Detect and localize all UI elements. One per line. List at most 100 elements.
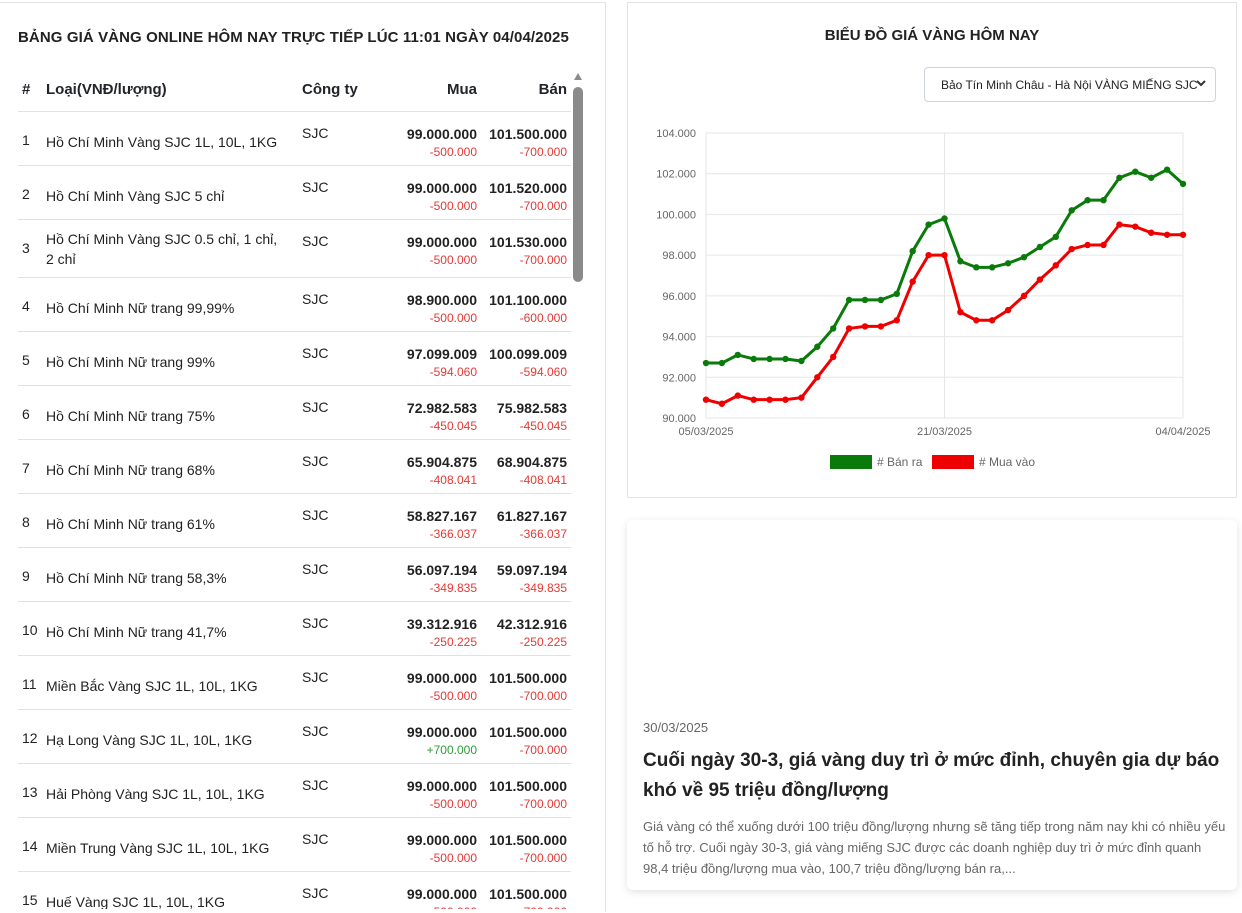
y-tick-label: 102.000 (656, 169, 696, 181)
row-gold-type: Hồ Chí Minh Nữ trang 99,99% (46, 300, 235, 316)
data-point (877, 296, 885, 304)
sell-change: -408.041 (519, 473, 567, 487)
buy-change: -250.225 (429, 635, 477, 649)
row-company: SJC (302, 345, 329, 361)
sell-price: 101.500.000 (489, 670, 567, 686)
row-company: SJC (302, 399, 329, 415)
data-point (1116, 221, 1123, 228)
row-company: SJC (302, 669, 329, 685)
table-scrollbar[interactable] (573, 73, 583, 913)
table-body: 1 Hồ Chí Minh Vàng SJC 1L, 10L, 1KG SJC 99.… (18, 112, 571, 909)
scroll-thumb[interactable] (573, 87, 583, 282)
row-gold-type: Hạ Long Vàng SJC 1L, 10L, 1KG (46, 732, 253, 748)
data-point (909, 247, 916, 255)
row-buy-cell: 72.982.583 -450.045 (407, 399, 477, 435)
sell-price: 61.827.167 (496, 508, 567, 524)
buy-change: -500.000 (429, 851, 477, 865)
table-row: 10 Hồ Chí Minh Nữ trang 41,7% SJC 39.312.91… (18, 602, 571, 656)
buy-change: -450.045 (429, 419, 477, 433)
sell-price: 101.500.000 (489, 724, 567, 740)
data-point (925, 221, 932, 228)
data-point (702, 396, 710, 403)
sell-change: -700.000 (519, 145, 567, 159)
sell-price: 42.312.916 (496, 616, 567, 632)
row-buy-cell: 99.000.000 -500.000 (407, 831, 477, 867)
header-num: # (22, 81, 31, 98)
data-point (845, 296, 853, 304)
buy-change: -500.000 (429, 797, 477, 811)
chevron-down-icon (1196, 80, 1206, 87)
row-gold-type: Hồ Chí Minh Nữ trang 99% (46, 354, 215, 370)
data-point (957, 308, 964, 316)
buy-change: +700.000 (426, 743, 477, 757)
sell-price: 75.982.583 (496, 400, 567, 416)
data-point (1179, 231, 1187, 238)
news-card[interactable]: 30/03/2025 Cuối ngày 30-3, giá vàng duy … (627, 520, 1237, 890)
y-tick-label: 94.000 (662, 332, 696, 344)
row-sell-cell: 101.520.000 -700.000 (489, 179, 567, 215)
row-number: 14 (22, 838, 38, 854)
data-point (718, 359, 726, 367)
data-point (1084, 196, 1091, 204)
row-company: SJC (302, 723, 329, 739)
data-point (941, 215, 948, 222)
row-company: SJC (302, 561, 329, 577)
data-point (973, 264, 980, 271)
row-company: SJC (302, 233, 329, 249)
row-gold-type: Hồ Chí Minh Vàng SJC 5 chỉ (46, 188, 225, 204)
row-company: SJC (302, 179, 329, 195)
y-tick-label: 92.000 (662, 372, 696, 384)
product-select[interactable]: Bảo Tín Minh Châu - Hà Nội VÀNG MIẾNG SJ… (924, 67, 1216, 102)
header-type: Loại(VNĐ/lượng) (46, 81, 167, 98)
row-buy-cell: 99.000.000 -500.000 (407, 777, 477, 813)
table-row: 3 Hồ Chí Minh Vàng SJC 0.5 chỉ, 1 chỉ, 2 … (18, 220, 571, 278)
row-sell-cell: 100.099.009 -594.060 (489, 345, 567, 381)
row-gold-type: Hồ Chí Minh Vàng SJC 0.5 chỉ, 1 chỉ, 2 c… (46, 231, 278, 267)
table-row: 2 Hồ Chí Minh Vàng SJC 5 chỉ SJC 99.000.000… (18, 166, 571, 220)
data-point (861, 323, 869, 330)
table-row: 9 Hồ Chí Minh Nữ trang 58,3% SJC 56.097.194… (18, 548, 571, 602)
buy-price: 97.099.009 (406, 346, 477, 362)
sell-change: -594.060 (519, 365, 567, 379)
row-number: 9 (22, 568, 30, 584)
row-gold-type: Hồ Chí Minh Nữ trang 61% (46, 516, 215, 532)
data-point (893, 317, 900, 324)
gold-price-table[interactable]: # Loại(VNĐ/lượng) Công ty Mua Bán 1 Hồ Ch… (18, 69, 571, 909)
data-point (734, 392, 741, 399)
data-point (1036, 276, 1044, 283)
data-point (734, 351, 741, 359)
sell-change: -700.000 (489, 903, 567, 909)
buy-change: -500.000 (407, 903, 477, 909)
buy-price: 72.982.583 (406, 400, 477, 416)
data-point (766, 396, 773, 403)
x-tick-label: 05/03/2025 (678, 426, 733, 438)
data-point (1068, 245, 1075, 253)
sell-change: -700.000 (519, 199, 567, 213)
sell-price: 101.500.000 (489, 832, 567, 848)
data-point (750, 355, 757, 363)
data-point (1100, 241, 1107, 249)
buy-price: 99.000.000 (406, 778, 477, 794)
sell-change: -349.835 (519, 581, 567, 595)
data-point (750, 396, 757, 403)
gold-price-table-panel: BẢNG GIÁ VÀNG ONLINE HÔM NAY TRỰC TIẾP L… (0, 2, 606, 912)
table-row: 11 Miền Bắc Vàng SJC 1L, 10L, 1KG SJC 99.00… (18, 656, 571, 710)
data-point (1020, 292, 1028, 300)
row-gold-type: Miền Bắc Vàng SJC 1L, 10L, 1KG (46, 678, 258, 694)
data-point (989, 264, 996, 271)
table-row: 15 Huế Vàng SJC 1L, 10L, 1KG SJC 99.000.000… (18, 872, 571, 909)
y-tick-label: 90.000 (662, 413, 696, 425)
scroll-up-arrow-icon[interactable] (574, 73, 582, 80)
buy-price: 99.000.000 (406, 886, 477, 902)
row-number: 8 (22, 514, 30, 530)
news-date: 30/03/2025 (643, 720, 709, 735)
chart-title: BIỂU ĐỒ GIÁ VÀNG HÔM NAY (824, 27, 1040, 44)
news-title[interactable]: Cuối ngày 30-3, giá vàng duy trì ở mức đ… (643, 750, 1220, 801)
data-point (782, 396, 789, 403)
table-row: 1 Hồ Chí Minh Vàng SJC 1L, 10L, 1KG SJC 99.… (18, 112, 571, 166)
data-point (1036, 243, 1044, 251)
row-sell-cell: 101.500.000 -700.000 (489, 669, 567, 705)
data-point (1148, 174, 1155, 181)
row-number: 1 (22, 132, 30, 148)
header-buy: Mua (447, 81, 477, 98)
